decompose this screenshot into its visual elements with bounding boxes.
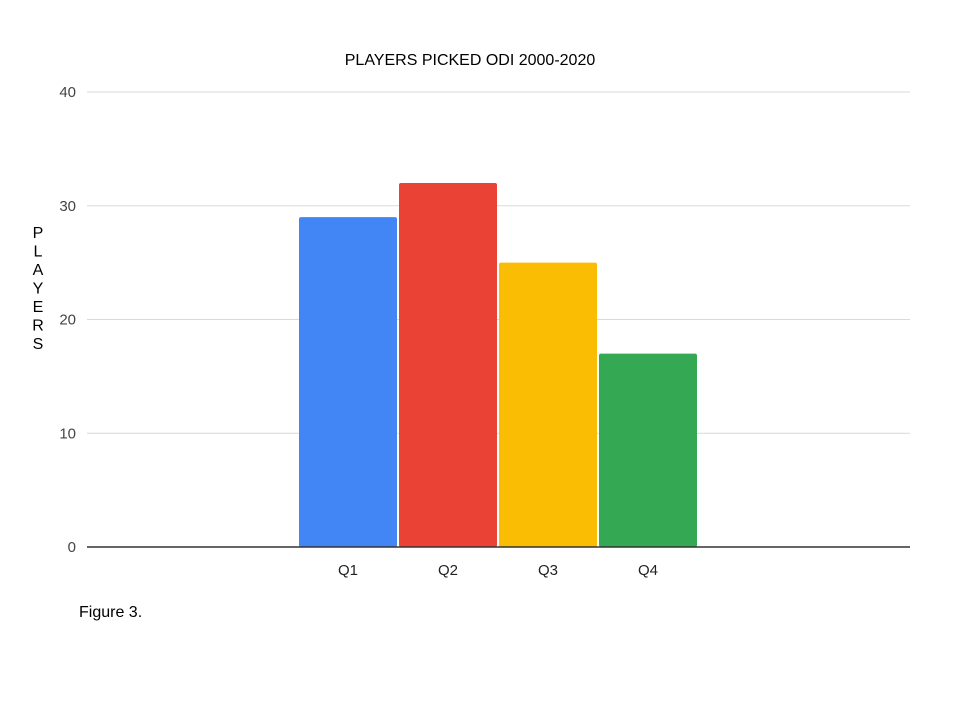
chart-title: PLAYERS PICKED ODI 2000-2020 xyxy=(345,52,596,69)
bar-q4 xyxy=(599,353,697,547)
y-axis-label-letter: R xyxy=(32,318,44,335)
y-axis-label: PLAYERS xyxy=(32,225,44,353)
y-tick-label: 30 xyxy=(59,198,76,215)
y-axis-label-letter: P xyxy=(33,225,44,242)
y-tick-label: 40 xyxy=(59,84,76,101)
x-tick-label: Q4 xyxy=(638,562,658,579)
x-tick-label: Q1 xyxy=(338,562,358,579)
y-tick-label: 10 xyxy=(59,425,76,442)
x-tick-label: Q3 xyxy=(538,562,558,579)
axes: 0 10 20 30 40 Q1 Q2 Q3 Q4 xyxy=(59,84,910,579)
y-tick-label: 20 xyxy=(59,312,76,329)
bar-q3 xyxy=(499,262,597,547)
y-axis-label-letter: A xyxy=(33,262,44,279)
figure-caption: Figure 3. xyxy=(79,604,143,621)
gridlines xyxy=(87,91,910,434)
bars xyxy=(299,183,697,547)
y-axis-label-letter: S xyxy=(33,336,44,353)
y-axis-label-letter: Y xyxy=(33,281,44,298)
y-axis-label-letter: E xyxy=(33,299,44,316)
x-tick-label: Q2 xyxy=(438,562,458,579)
bar-q2 xyxy=(399,183,497,547)
bar-q1 xyxy=(299,217,397,547)
y-axis-label-letter: L xyxy=(34,244,43,261)
y-tick-label: 0 xyxy=(68,539,76,556)
